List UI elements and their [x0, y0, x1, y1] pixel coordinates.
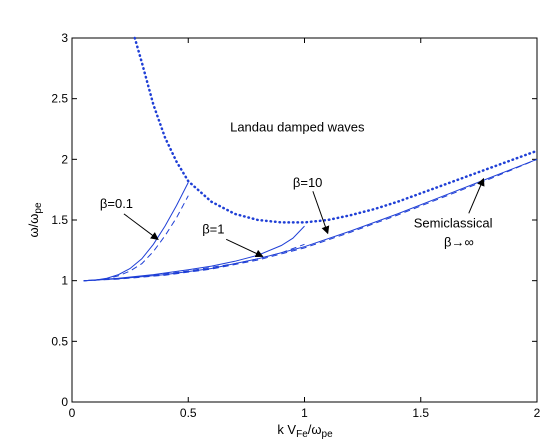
annotation-label: β→∞ — [444, 235, 474, 250]
x-axis-label: k VFe/ωpe — [277, 422, 333, 440]
annotation-label: β=10 — [293, 175, 323, 190]
x-tick-label: 0.5 — [180, 406, 197, 420]
x-tick-label: 1 — [301, 406, 308, 420]
y-tick-label: 0 — [61, 395, 68, 409]
series-line-dashed — [83, 195, 189, 282]
annotations: Landau damped waves β=0.1 β=1 β=10 Semiclass… — [100, 119, 493, 258]
annotation-arrow — [123, 213, 159, 241]
y-tick-label: 3 — [61, 31, 68, 45]
x-tick-label: 2 — [534, 406, 541, 420]
series-line-solid — [83, 158, 538, 282]
y-tick-label: 0.5 — [51, 334, 68, 348]
annotation-label: β=1 — [202, 221, 224, 236]
series-layer — [83, 36, 539, 282]
annotation-arrow — [225, 238, 264, 258]
y-tick-label: 1.5 — [51, 213, 68, 227]
x-tick-label: 1.5 — [412, 406, 429, 420]
annotation-arrow — [312, 191, 330, 235]
series-line-solid — [83, 225, 305, 282]
y-tick-label: 2.5 — [51, 92, 68, 106]
y-tick-label: 2 — [61, 152, 68, 166]
series-line-dotted — [133, 36, 539, 224]
y-axis-label: ω/ωpe — [26, 202, 44, 237]
x-tick-label: 0 — [69, 406, 76, 420]
annotation-label: Landau damped waves — [230, 119, 365, 134]
annotation-arrow — [468, 177, 485, 214]
annotation-label: β=0.1 — [100, 196, 133, 211]
annotation-label: Semiclassical — [414, 215, 493, 230]
y-axis: 0 0.5 1 1.5 2 2.5 3 — [51, 31, 537, 409]
x-axis: 0 0.5 1 1.5 2 — [69, 38, 541, 420]
series-line-dashed — [83, 158, 538, 282]
y-tick-label: 1 — [61, 274, 68, 288]
